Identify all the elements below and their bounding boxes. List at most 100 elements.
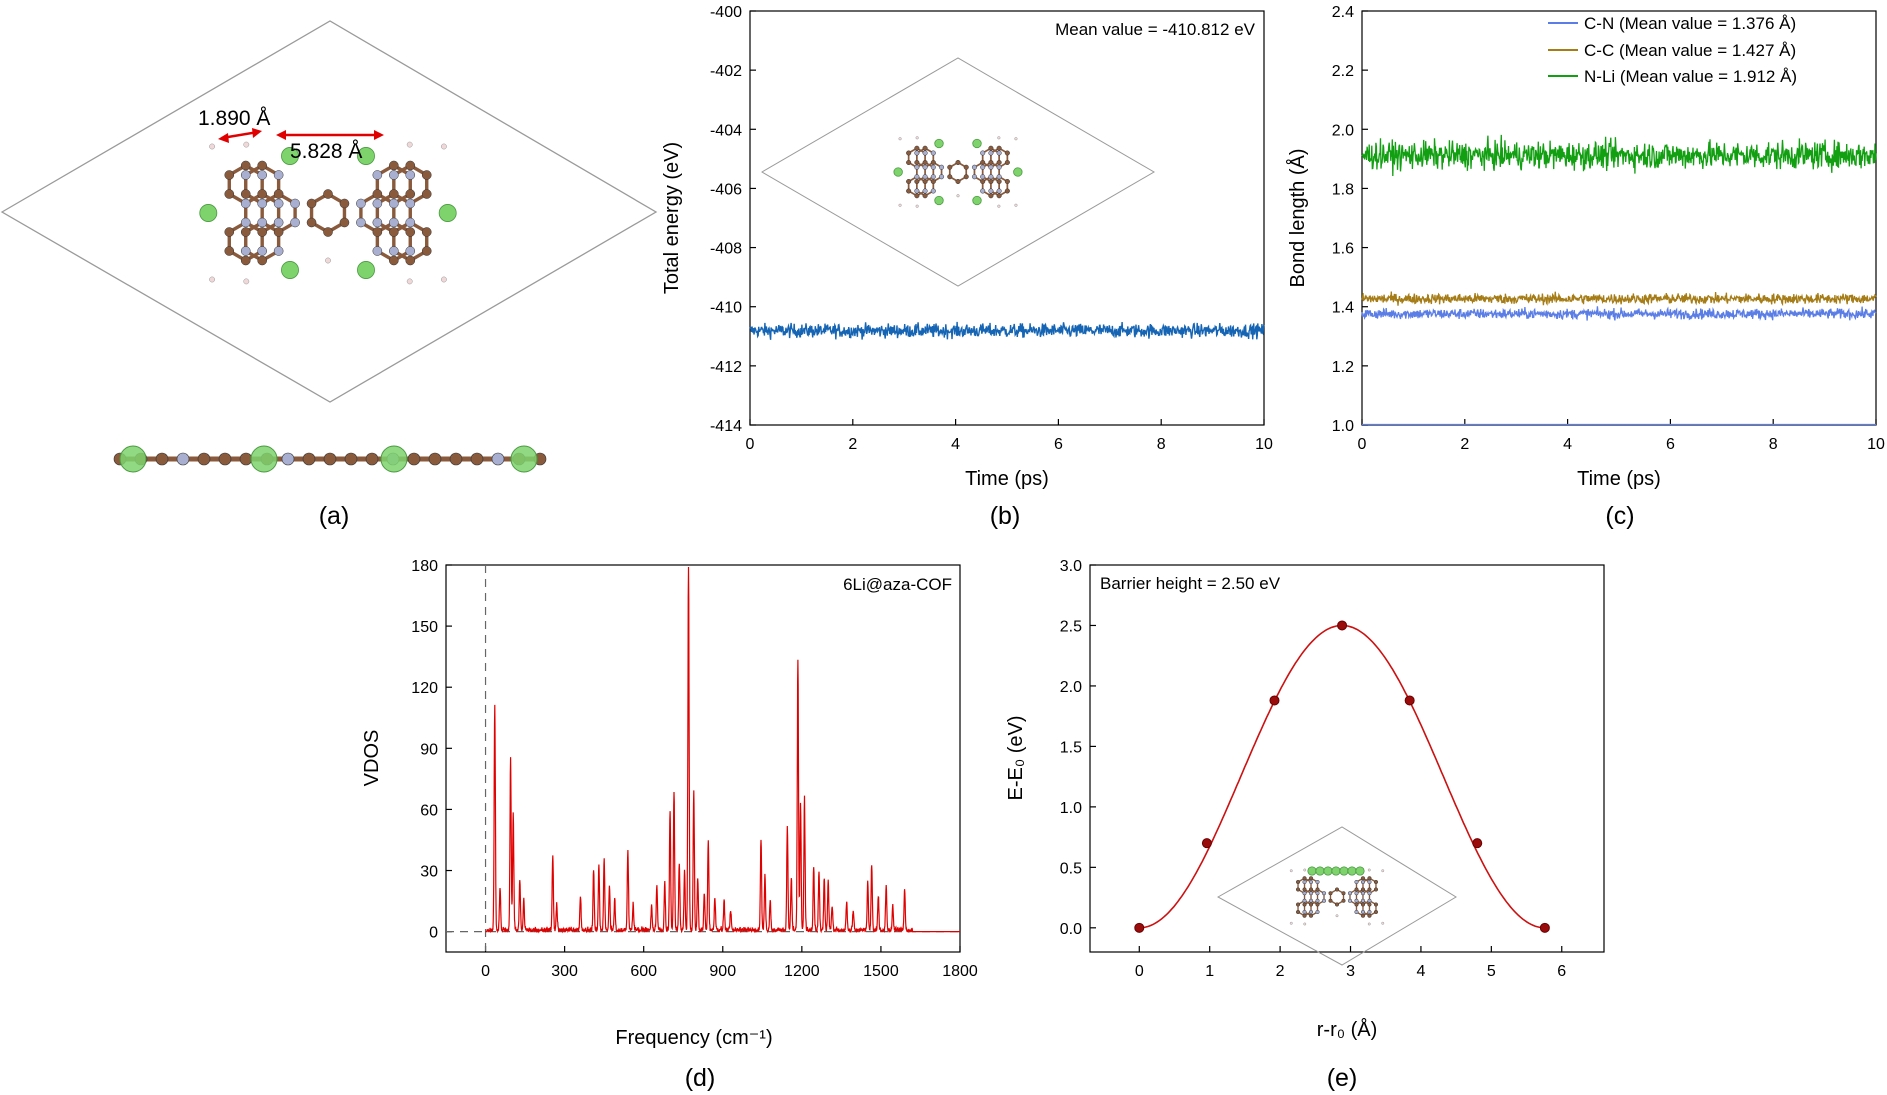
y-tick-label: 1.2: [1332, 359, 1354, 376]
plot-frame: [445, 564, 961, 953]
nitrogen-atom: [405, 217, 416, 228]
hydrogen-atom: [1303, 922, 1307, 926]
x-tick-label: 3: [1346, 963, 1355, 980]
nitrogen-atom: [1367, 891, 1372, 896]
carbon-atom: [1315, 887, 1320, 892]
nitrogen-atom: [930, 150, 936, 156]
nitrogen-atom: [988, 150, 994, 156]
plot-frame: [1361, 10, 1877, 426]
axis-ticks: 0 300 600 900 1200 1500 1800 0 30 60 90 120 150 180: [411, 558, 978, 980]
carbon-atom: [257, 255, 267, 266]
carbon-atom: [389, 227, 399, 237]
x-tick-label: 4: [1563, 436, 1572, 453]
side-view-atom: [218, 452, 232, 466]
lithium-atom: [357, 261, 375, 279]
carbon-atom: [930, 159, 936, 166]
carbon-atom: [963, 174, 969, 180]
carbon-atom: [240, 160, 251, 171]
side-view-atom: [155, 452, 169, 466]
x-tick-label: 2: [848, 436, 857, 453]
carbon-atom: [1308, 913, 1314, 918]
x-tick-label: 2: [1276, 963, 1285, 980]
carbon-atom: [1367, 887, 1372, 892]
nitrogen-atom: [980, 188, 986, 194]
carbon-atom: [1302, 887, 1307, 892]
y-tick-label: 0: [429, 925, 438, 942]
carbon-atom: [405, 189, 416, 199]
carbon-atom: [1004, 159, 1010, 166]
hydrogen-atom: [209, 276, 216, 283]
panel-label-e: (e): [1327, 1064, 1358, 1092]
lithium-path-atom: [1315, 866, 1325, 876]
carbon-atom: [1367, 876, 1372, 881]
nitrogen-atom: [930, 174, 936, 180]
x-tick-label: 0: [1358, 436, 1367, 453]
hydrogen-atom: [898, 137, 902, 141]
nitrogen-atom: [389, 170, 399, 180]
nitrogen-atom: [257, 246, 267, 256]
hydrogen-atom: [1381, 869, 1385, 873]
plot-frame: [1089, 564, 1605, 953]
nitrogen-atom: [914, 174, 920, 180]
panel-a-distance-annotations: 1.890 Å 5.828 Å: [198, 107, 384, 163]
carbon-atom: [405, 227, 416, 237]
carbon-atom: [421, 246, 432, 256]
nitrogen-atom: [273, 246, 284, 256]
carbon-atom: [1004, 188, 1010, 194]
carbon-atom: [1341, 898, 1346, 903]
carbon-atom: [421, 170, 432, 180]
y-tick-label: -404: [710, 122, 742, 139]
legend-label-nli: N-Li (Mean value = 1.912 Å): [1584, 67, 1797, 86]
carbon-atom: [405, 255, 416, 266]
y-tick-label: -414: [710, 418, 742, 435]
carbon-atom: [1373, 879, 1379, 885]
y-tick-label: 2.0: [1332, 122, 1354, 139]
carbon-atom: [339, 198, 350, 209]
y-tick-label: -408: [710, 241, 742, 258]
side-view-atom: [428, 452, 442, 466]
y-tick-label: 1.0: [1332, 418, 1354, 435]
carbon-atom: [1367, 913, 1372, 918]
nitrogen-atom: [1315, 891, 1320, 896]
nitrogen-atom: [273, 217, 284, 228]
carbon-atom: [240, 189, 251, 199]
y-tick-label: -402: [710, 63, 742, 80]
nitrogen-atom: [914, 188, 920, 194]
x-tick-label: 8: [1157, 436, 1166, 453]
barrier-point: [1337, 620, 1348, 631]
carbon-atom: [922, 193, 928, 199]
series-line-cn: [1361, 306, 1877, 321]
nitrogen-atom: [922, 164, 928, 170]
carbon-atom: [922, 145, 928, 151]
nitrogen-atom: [1360, 909, 1366, 915]
nitrogen-atom: [1360, 891, 1366, 896]
side-view-lithium: [510, 445, 538, 473]
carbon-atom: [988, 193, 994, 199]
lithium-atom: [357, 147, 375, 165]
y-tick-label: 0.5: [1060, 860, 1082, 877]
nitrogen-atom: [939, 164, 945, 170]
y-tick-label: 2.2: [1332, 63, 1354, 80]
nitrogen-atom: [971, 174, 977, 180]
nitrogen-atom: [980, 164, 986, 170]
label-distance-1: 1.890 Å: [198, 107, 270, 130]
nitrogen-atom: [996, 174, 1002, 180]
carbon-atom: [947, 164, 953, 170]
carbon-atom: [1334, 887, 1340, 892]
side-view-lithium: [380, 445, 408, 473]
carbon-atom: [914, 159, 920, 166]
carbon-atom: [988, 145, 994, 151]
y-tick-label: 1.0: [1060, 800, 1082, 817]
carbon-atom: [257, 160, 267, 171]
carbon-atom: [1295, 887, 1301, 892]
panel-d-vdos-chart: 0 300 600 900 1200 1500 1800 0 30 60 90 120 150 180 6…: [361, 558, 978, 1092]
x-axis-label: Time (ps): [965, 468, 1049, 490]
nitrogen-atom: [372, 246, 383, 256]
carbon-atom: [1360, 887, 1366, 892]
carbon-atom: [1373, 902, 1379, 907]
mean-energy-annotation: Mean value = -410.812 eV: [1055, 20, 1256, 39]
nitrogen-atom: [356, 217, 366, 228]
nitrogen-atom: [1367, 909, 1372, 915]
carbon-atom: [996, 178, 1002, 185]
energy-series-line: [749, 321, 1265, 340]
